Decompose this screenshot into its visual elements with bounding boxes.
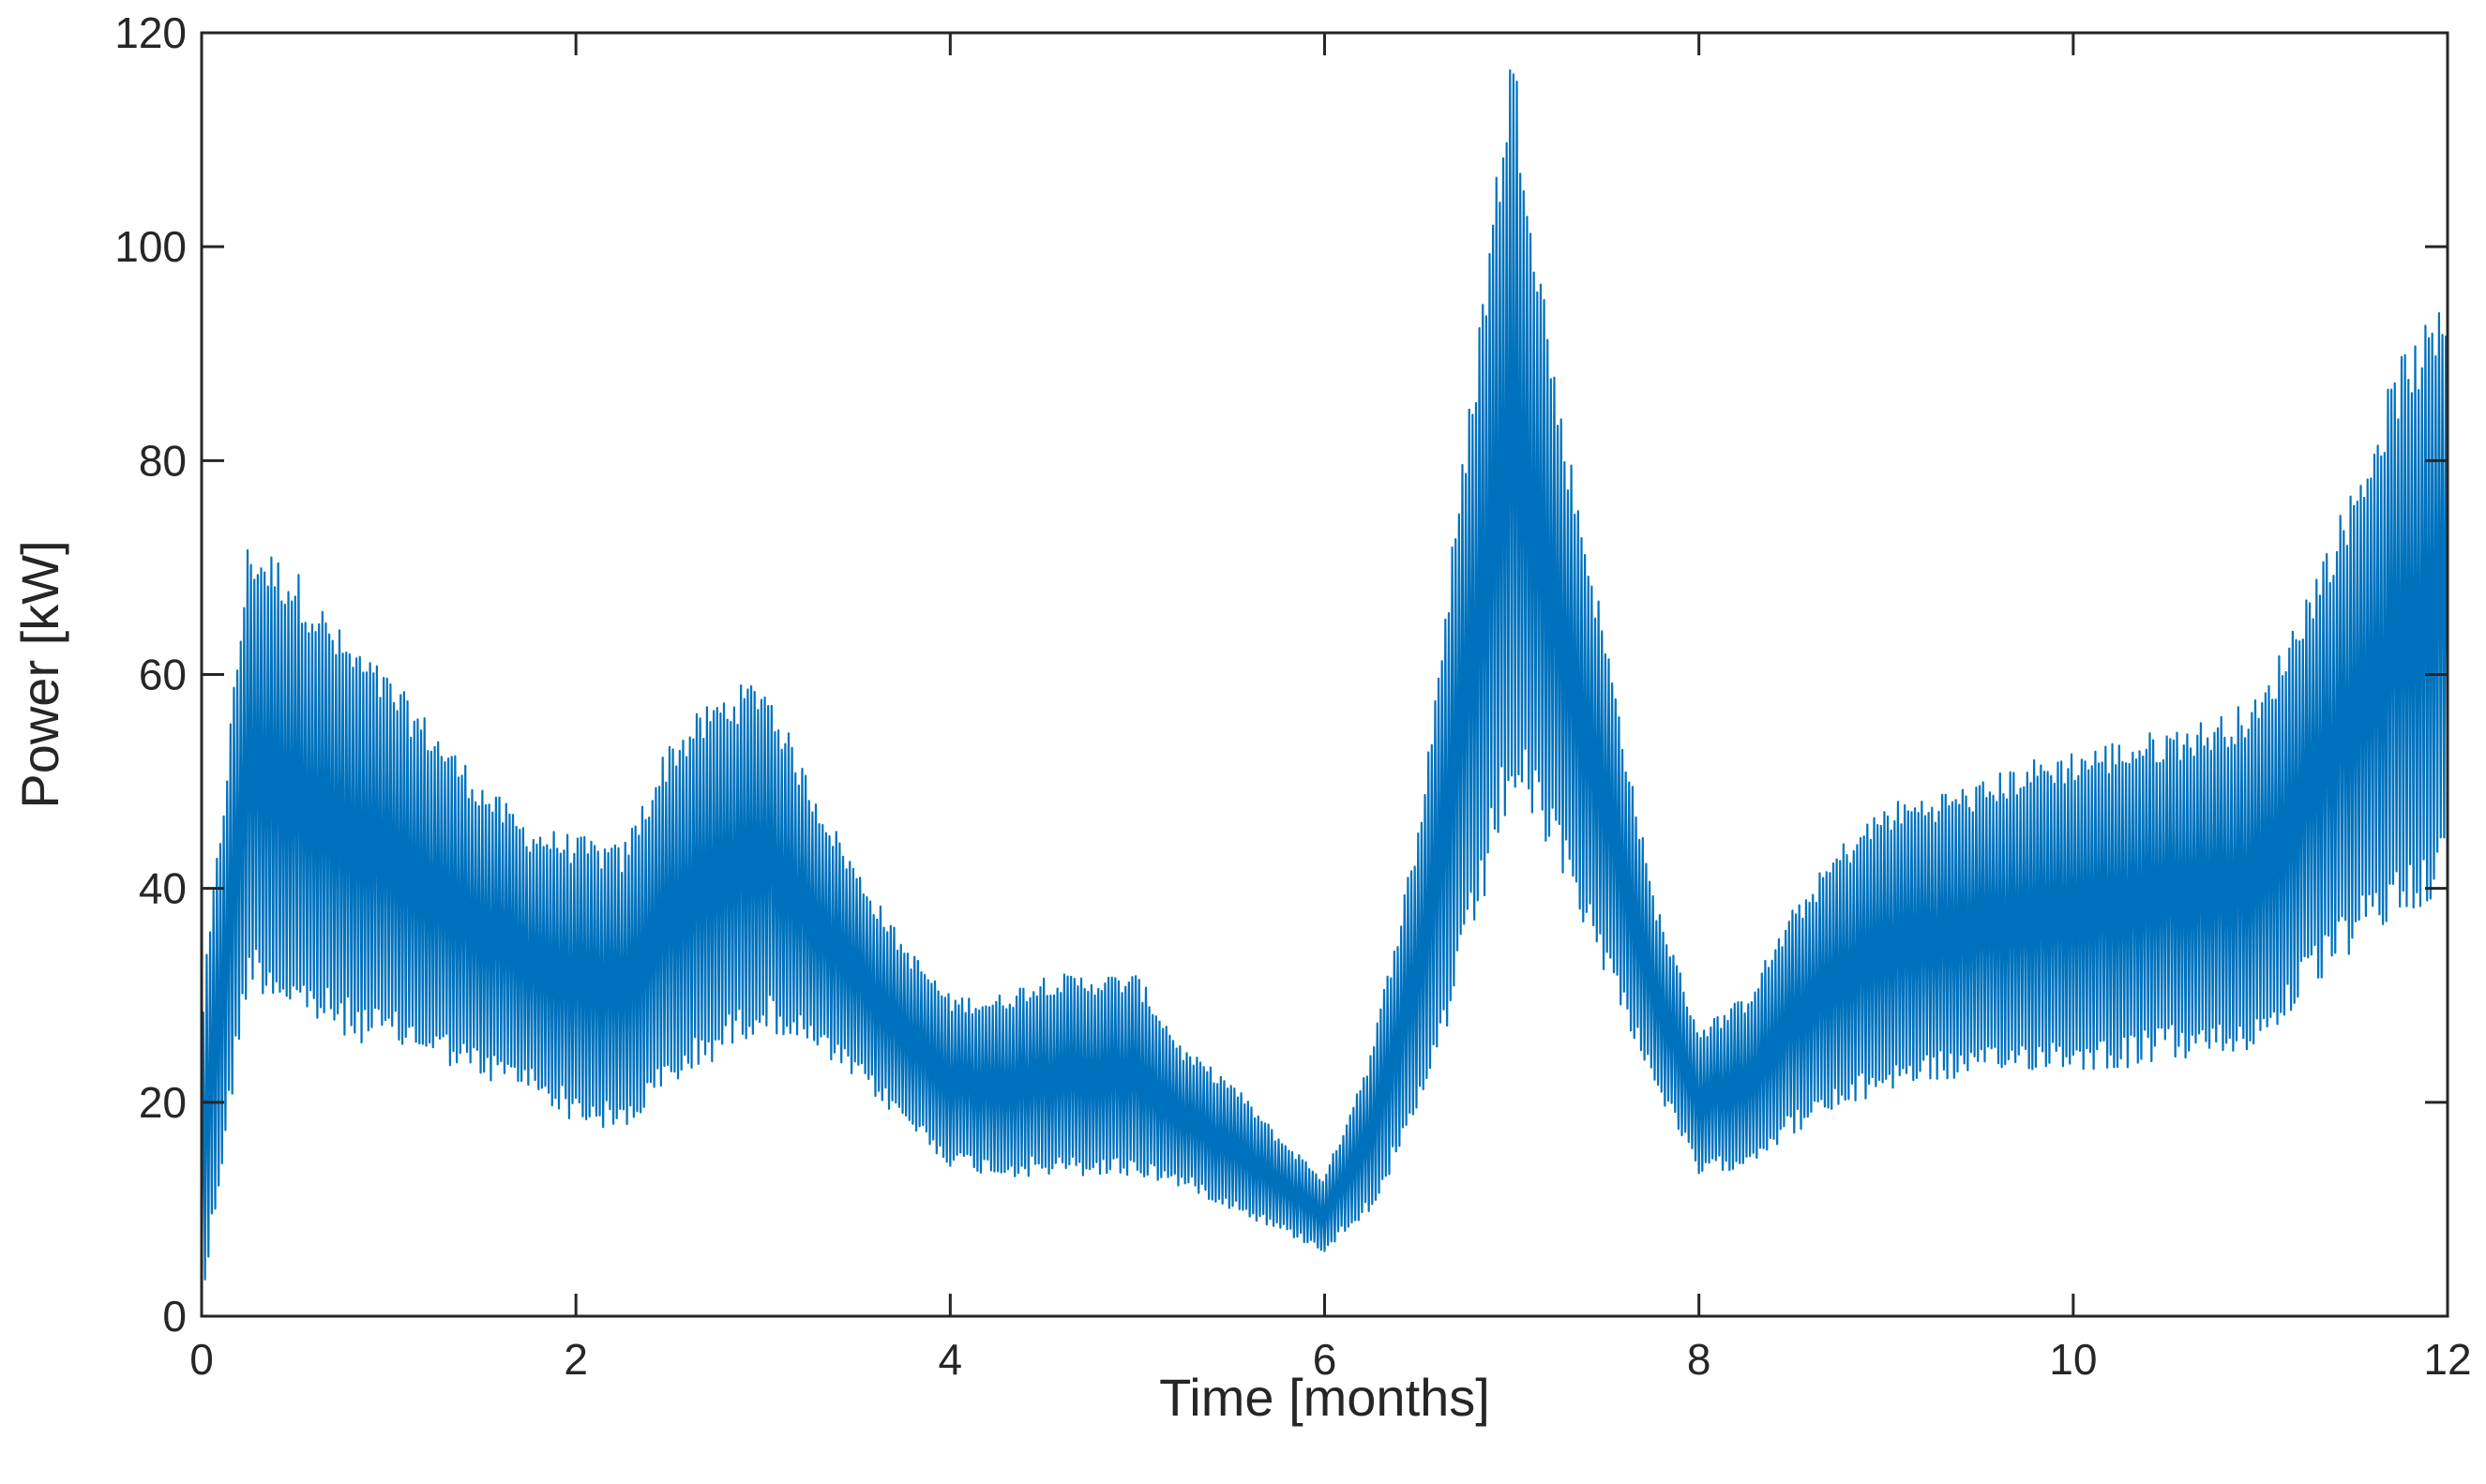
series-layer	[200, 68, 2449, 1305]
x-tick-label-6: 12	[2423, 1335, 2471, 1384]
y-tick-label-3: 60	[139, 651, 187, 699]
y-tick-label-2: 40	[139, 864, 187, 913]
y-tick-label-4: 80	[139, 436, 187, 485]
y-tick-label-1: 20	[139, 1078, 187, 1127]
x-tick-label-1: 2	[564, 1335, 588, 1384]
tick-layer	[200, 31, 2449, 1318]
x-tick-label-3: 6	[1313, 1335, 1337, 1384]
y-axis-label: Power [kW]	[10, 540, 69, 808]
x-axis-label: Time [months]	[1159, 1368, 1490, 1427]
x-tick-label-0: 0	[189, 1335, 214, 1384]
y-tick-label-0: 0	[162, 1292, 187, 1341]
x-tick-label-2: 4	[939, 1335, 963, 1384]
series-line-0	[200, 68, 2449, 1305]
x-tick-label-4: 8	[1687, 1335, 1711, 1384]
y-tick-label-5: 100	[114, 222, 187, 271]
x-tick-label-5: 10	[2049, 1335, 2097, 1384]
y-tick-label-6: 120	[114, 8, 187, 57]
